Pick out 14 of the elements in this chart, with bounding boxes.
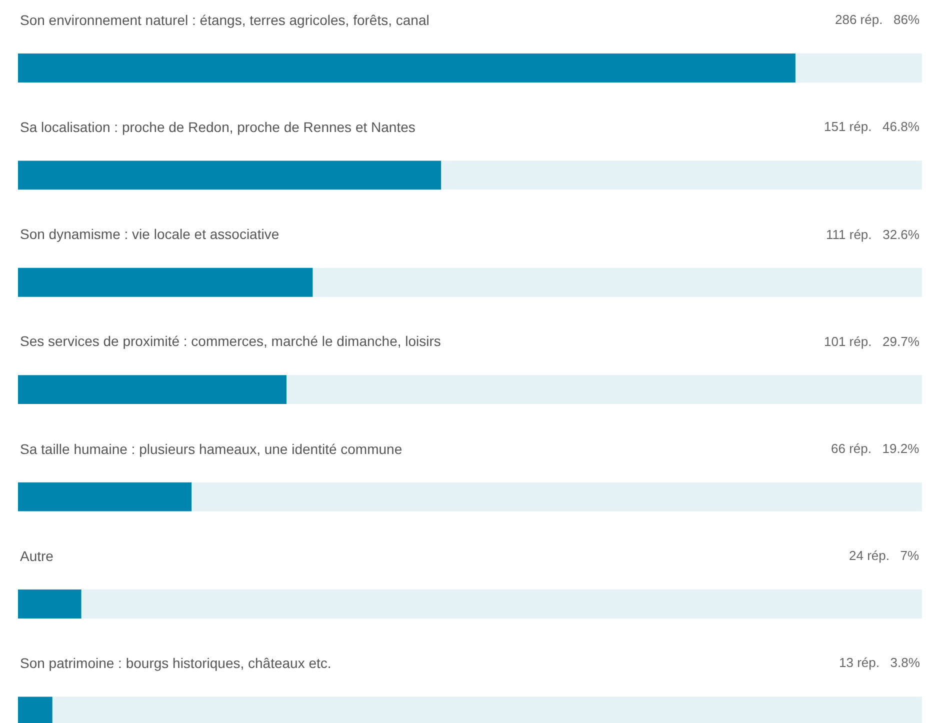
data-label: 66 rép. 19.2% (831, 441, 920, 456)
data-label: 24 rép. 7% (849, 548, 920, 563)
data-label: 101 rép. 29.7% (824, 334, 920, 349)
data-label: 286 rép. 86% (835, 12, 920, 27)
data-label: 111 rép. 32.6% (826, 227, 920, 242)
y-tick-label: Son environnement naturel : étangs, terres agricoles, forêts, canal (20, 12, 430, 28)
y-tick-label: Sa taille humaine : plusieurs hameaux, une identité commune (20, 441, 402, 457)
y-tick-label: Ses services de proximité : commerces, marché le dimanche, loisirs (20, 333, 441, 349)
y-tick-label: Son patrimoine : bourgs historiques, châteaux etc. (20, 655, 332, 671)
data-label: 13 rép. 3.8% (839, 655, 920, 670)
data-label: 151 rép. 46.8% (824, 119, 920, 134)
y-tick-label: Autre (20, 548, 54, 564)
y-tick-label: Sa localisation : proche de Redon, proche de Rennes et Nantes (20, 119, 416, 135)
y-tick-label: Son dynamisme : vie locale et associative (20, 226, 280, 242)
